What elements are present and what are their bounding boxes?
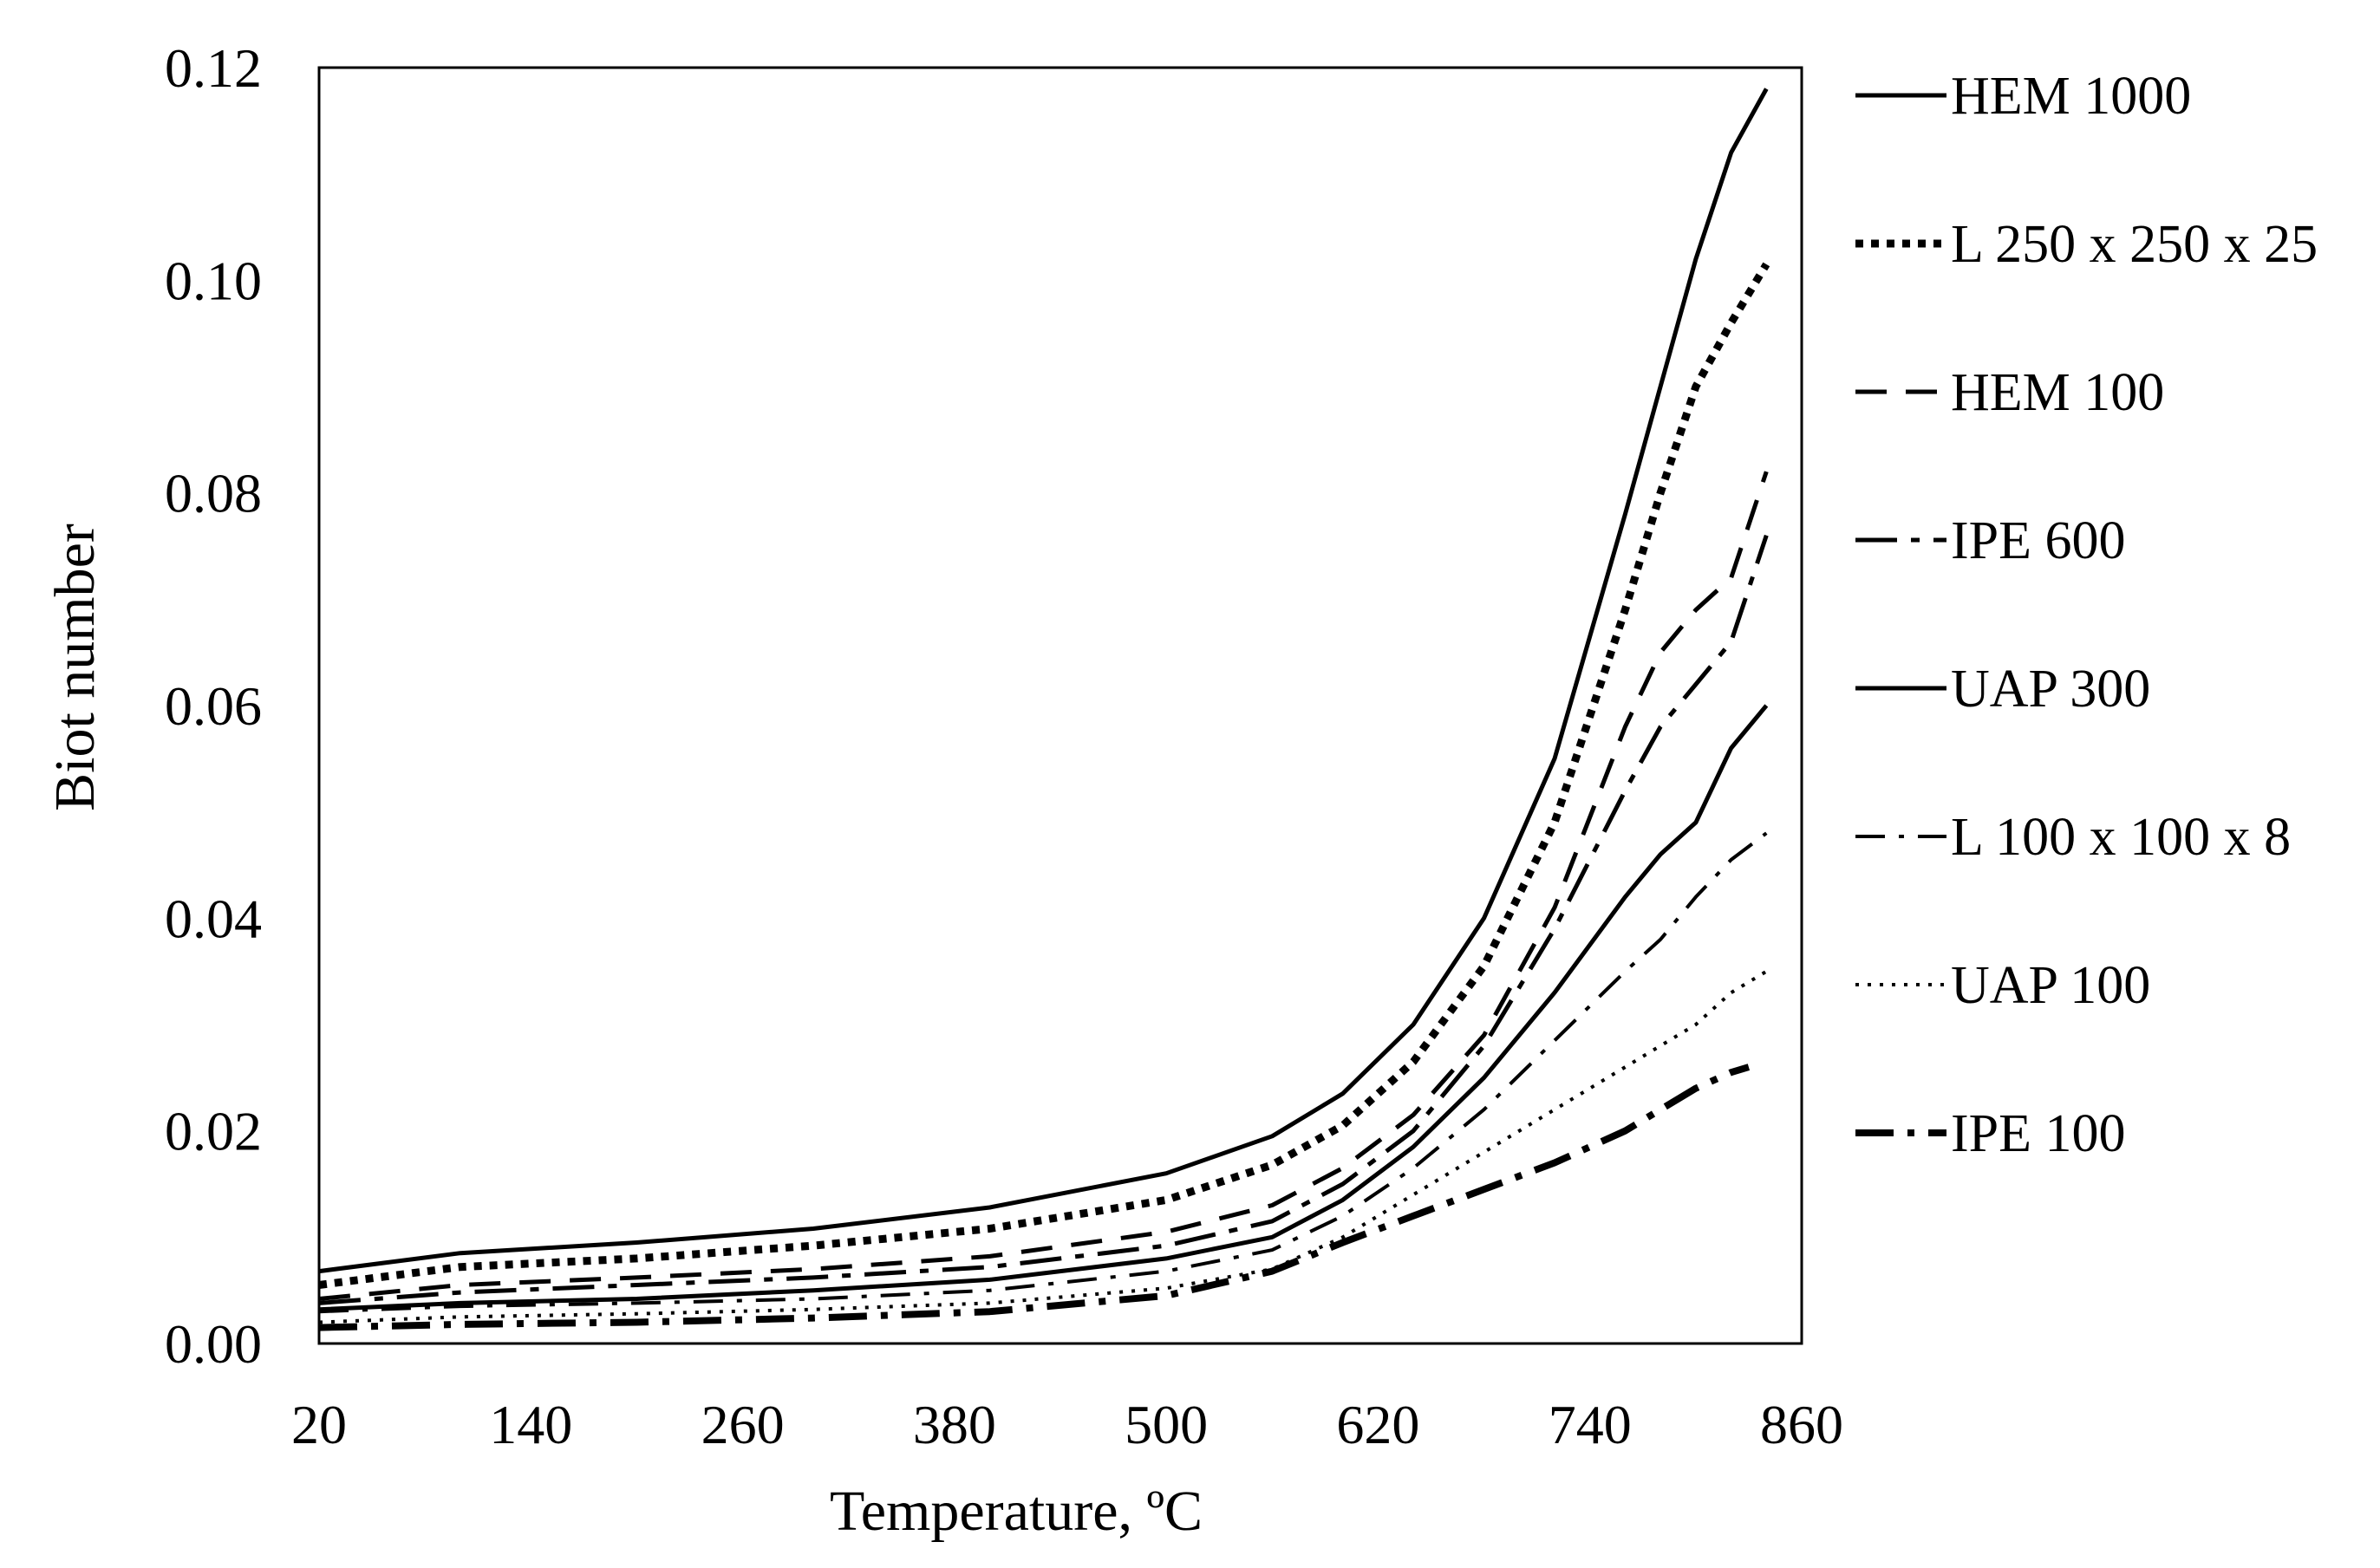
y-axis-ticks: 0.00 0.02 0.04 0.06 0.08 0.10 0.12 (165, 37, 262, 1375)
x-axis-ticks: 20 140 260 380 500 620 740 860 (291, 1394, 1843, 1455)
x-tick-label: 140 (489, 1394, 572, 1455)
x-tick-label: 20 (291, 1394, 347, 1455)
y-tick-label: 0.12 (165, 37, 262, 99)
legend-label: L 100 x 100 x 8 (1951, 808, 2291, 867)
series-line (318, 1064, 1751, 1331)
y-tick-label: 0.00 (165, 1313, 262, 1375)
legend-label: HEM 1000 (1951, 67, 2191, 126)
x-tick-label: 620 (1336, 1394, 1419, 1455)
x-tick-label: 860 (1760, 1394, 1843, 1455)
x-axis-title: Temperature, ºC (830, 1480, 1203, 1543)
series-line (318, 969, 1768, 1324)
series-line (318, 471, 1769, 1301)
legend: HEM 1000 L 250 x 250 x 25 HEM 100 IPE 600 UA… (1855, 67, 2318, 1163)
legend-label: L 250 x 250 x 25 (1951, 215, 2318, 274)
y-tick-label: 0.04 (165, 888, 262, 949)
series-line (318, 704, 1769, 1312)
series-line (318, 262, 1770, 1289)
plot-frame (317, 66, 1803, 1345)
legend-label: UAP 100 (1951, 956, 2150, 1015)
series-line (318, 534, 1769, 1305)
y-axis-title: Biot number (43, 524, 107, 811)
y-tick-label: 0.08 (165, 463, 262, 524)
series-line (318, 88, 1769, 1274)
x-tick-label: 260 (701, 1394, 785, 1455)
legend-label: UAP 300 (1951, 660, 2150, 719)
legend-label: IPE 100 (1951, 1104, 2126, 1163)
series-line (318, 831, 1768, 1314)
x-tick-label: 500 (1125, 1394, 1208, 1455)
y-tick-label: 0.10 (165, 250, 262, 311)
y-tick-label: 0.02 (165, 1101, 262, 1162)
plot-area (317, 66, 1803, 1345)
x-tick-label: 740 (1549, 1394, 1632, 1455)
x-tick-label: 380 (913, 1394, 996, 1455)
y-tick-label: 0.06 (165, 675, 262, 737)
legend-label: IPE 600 (1951, 511, 2126, 570)
legend-label: HEM 100 (1951, 363, 2164, 422)
